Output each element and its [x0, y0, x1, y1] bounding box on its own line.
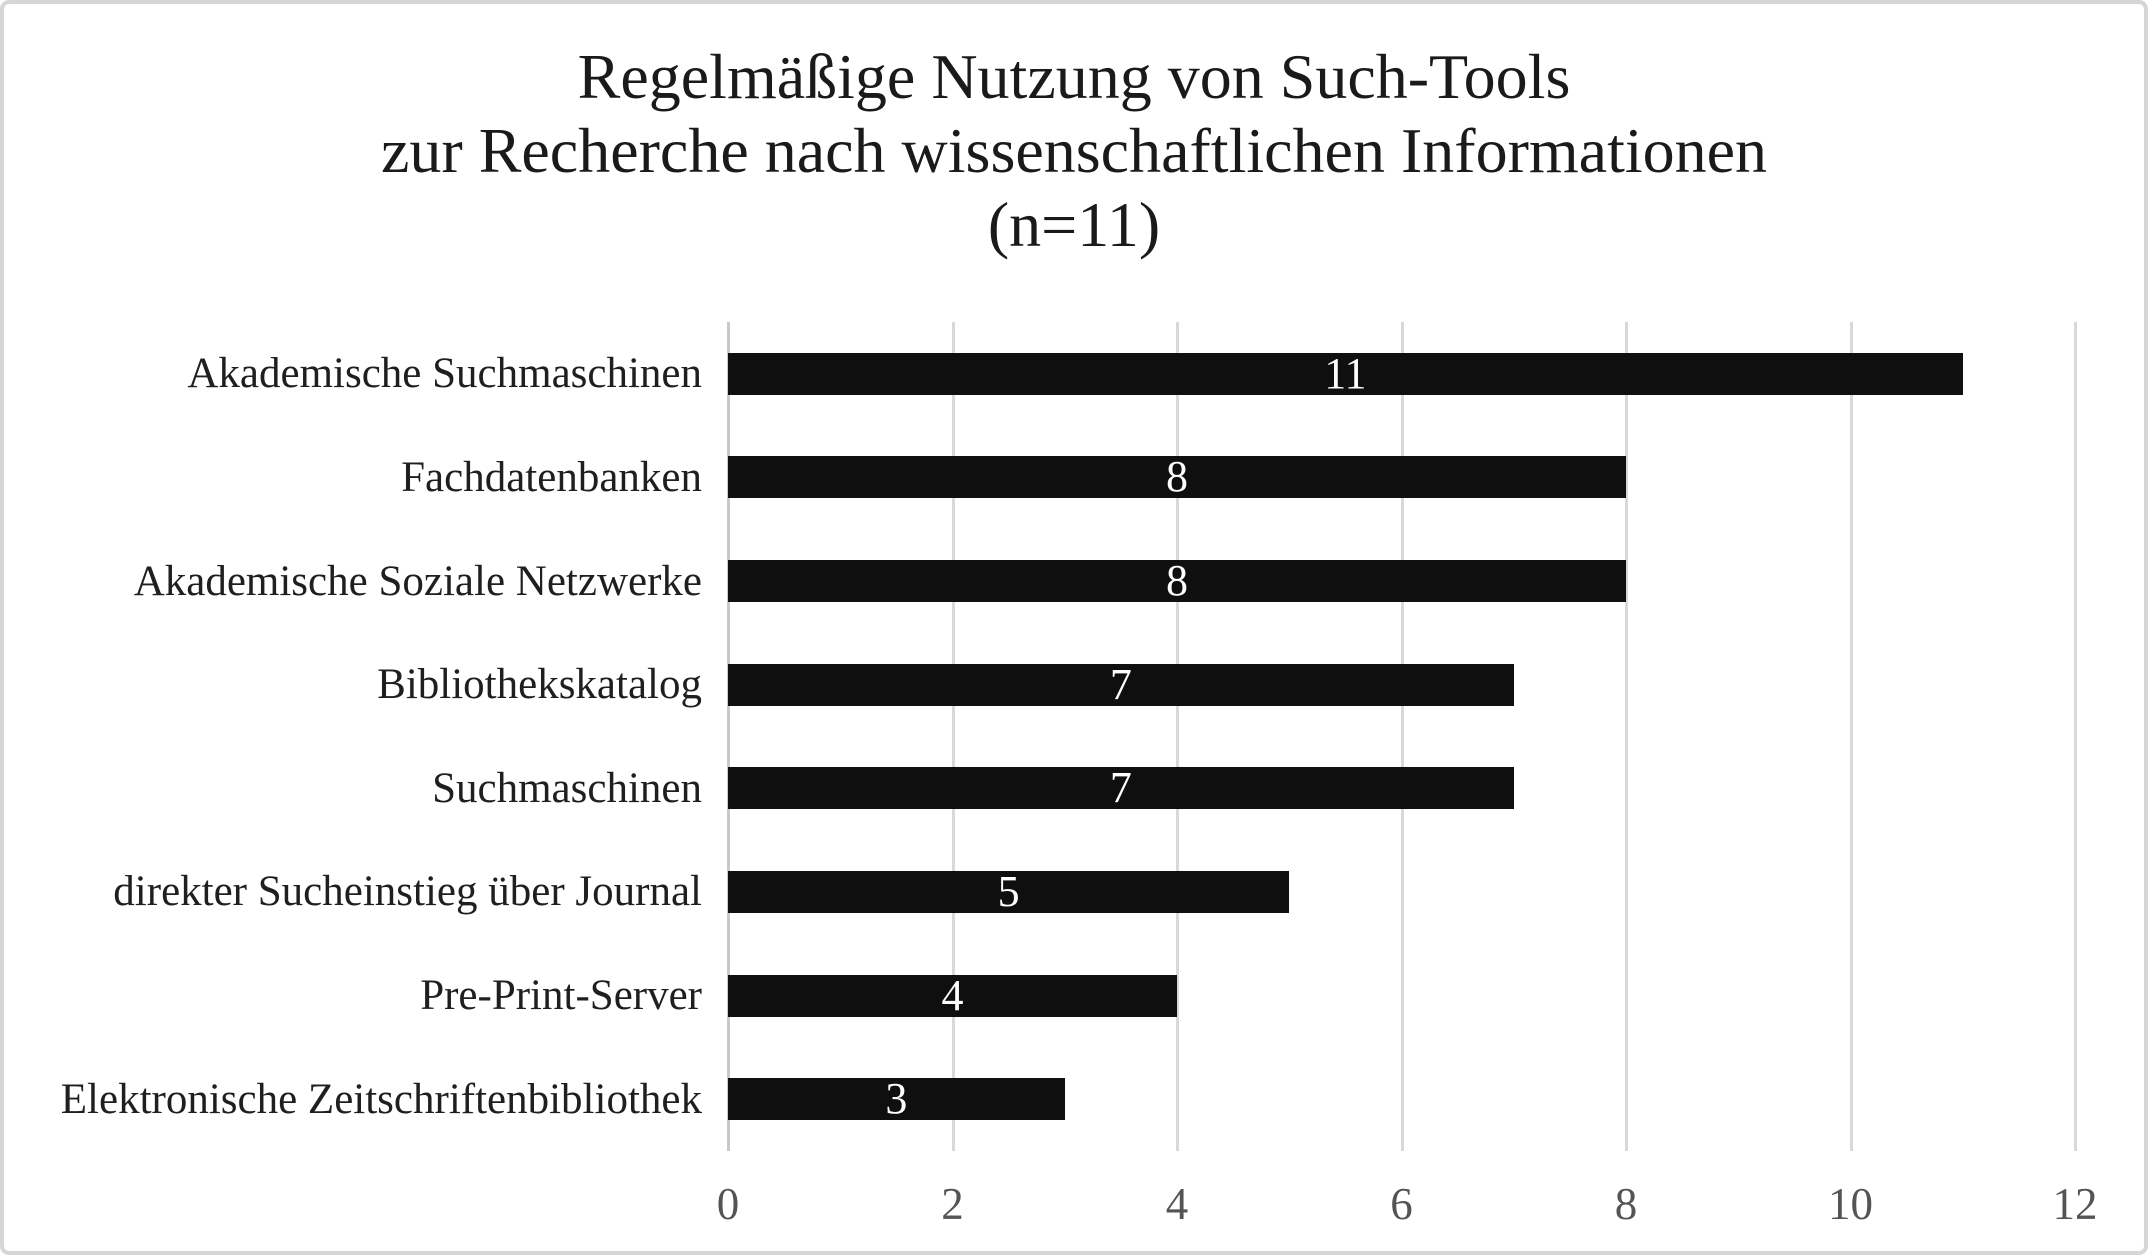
category-row: Akademische Suchmaschinen — [4, 322, 728, 426]
bar: 8 — [728, 556, 1626, 606]
category-row: Elektronische Zeitschriftenbibliothek — [4, 1047, 728, 1151]
category-label: Suchmaschinen — [432, 764, 702, 812]
bar-row: 3 — [728, 1047, 2075, 1151]
x-tick-label: 4 — [1165, 1178, 1189, 1229]
x-tick-label: 10 — [1828, 1178, 1873, 1229]
category-label: Pre-Print-Server — [420, 972, 702, 1020]
category-axis: Akademische Suchmaschinen Fachdatenbanken… — [4, 322, 728, 1151]
bar-row: 5 — [728, 840, 2075, 944]
category-label: Akademische Suchmaschinen — [187, 350, 702, 398]
gridline — [1625, 322, 1628, 1151]
bar-series: 11 8 8 7 7 5 4 3 — [728, 322, 2075, 1151]
category-row: Fachdatenbanken — [4, 426, 728, 530]
category-label: Akademische Soziale Netzwerke — [133, 557, 702, 605]
bar-row: 4 — [728, 944, 2075, 1048]
plot-area: 11 8 8 7 7 5 4 3 — [727, 322, 2077, 1151]
category-label: Elektronische Zeitschriftenbibliothek — [60, 1075, 702, 1123]
bar: 8 — [728, 452, 1626, 502]
chart-title: Regelmäßige Nutzung von Such-Tools zur R… — [4, 40, 2144, 262]
value-axis: 0 2 4 6 8 10 12 — [717, 1151, 2098, 1251]
bar: 4 — [728, 970, 1177, 1020]
chart-title-line-2: zur Recherche nach wissenschaftlichen In… — [380, 115, 1768, 186]
chart-title-line-3: (n=11) — [987, 189, 1161, 260]
x-tick-label: 6 — [1390, 1178, 1413, 1229]
gridline — [951, 322, 955, 1151]
bar-value-label: 8 — [1166, 452, 1188, 502]
bar: 5 — [728, 866, 1290, 916]
chart-title-line-1: Regelmäßige Nutzung von Such-Tools — [577, 41, 1571, 112]
bar-value-label: 3 — [885, 1074, 908, 1124]
category-label: direkter Sucheinstieg über Journal — [113, 868, 702, 916]
bar-value-label: 5 — [997, 866, 1020, 916]
bar-value-label: 4 — [941, 970, 964, 1020]
bar-row: 8 — [728, 426, 2075, 530]
bar-row: 11 — [728, 322, 2075, 426]
bar-row: 7 — [728, 737, 2075, 841]
category-label: Fachdatenbanken — [401, 453, 702, 501]
bar-row: 7 — [728, 633, 2075, 737]
gridline — [2074, 322, 2077, 1151]
x-tick-label: 2 — [941, 1178, 964, 1229]
bar: 7 — [728, 763, 1514, 813]
bar-value-label: 7 — [1109, 763, 1132, 813]
gridline — [1400, 322, 1404, 1151]
bar: 11 — [728, 348, 1963, 398]
bar: 3 — [728, 1074, 1065, 1124]
category-row: direkter Sucheinstieg über Journal — [4, 840, 728, 944]
bar: 7 — [728, 659, 1514, 709]
category-row: Bibliothekskatalog — [4, 633, 728, 737]
category-label: Bibliothekskatalog — [377, 661, 702, 709]
x-tick-label: 12 — [2052, 1178, 2098, 1229]
gridline — [1849, 322, 1853, 1151]
x-tick-label: 0 — [716, 1178, 740, 1229]
category-row: Pre-Print-Server — [4, 944, 728, 1048]
bar-value-label: 8 — [1166, 556, 1188, 606]
y-axis-line — [727, 322, 730, 1151]
category-row: Akademische Soziale Netzwerke — [4, 529, 728, 633]
x-tick-label: 8 — [1614, 1178, 1638, 1229]
bar-row: 8 — [728, 529, 2075, 633]
bar-value-label: 7 — [1109, 659, 1132, 709]
category-row: Suchmaschinen — [4, 737, 728, 841]
bar-value-label: 11 — [1324, 348, 1367, 398]
gridline — [1176, 322, 1179, 1151]
